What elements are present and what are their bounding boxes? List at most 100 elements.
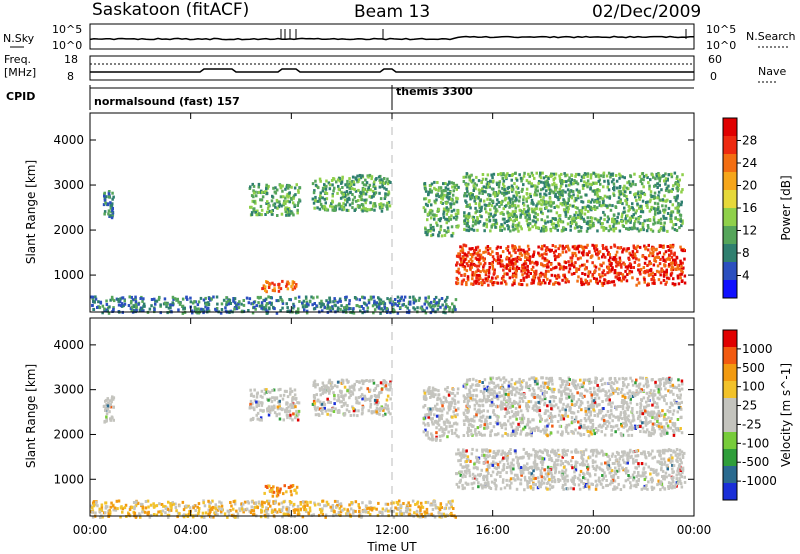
data-cell <box>654 183 657 187</box>
data-cell <box>111 395 114 399</box>
data-cell <box>600 204 603 208</box>
data-cell <box>531 173 535 177</box>
data-cell <box>212 295 215 299</box>
data-cell <box>582 485 586 489</box>
data-cell <box>353 187 356 191</box>
data-cell <box>367 301 371 305</box>
data-cell <box>578 209 581 213</box>
data-cell <box>527 274 530 278</box>
data-cell <box>491 199 495 203</box>
data-cell <box>265 510 268 513</box>
data-cell <box>295 183 298 187</box>
data-cell <box>431 420 434 424</box>
data-cell <box>191 311 194 315</box>
data-cell <box>649 251 652 255</box>
data-cell <box>452 208 456 212</box>
data-cell <box>588 226 592 230</box>
data-cell <box>237 306 241 310</box>
data-cell <box>135 308 138 312</box>
data-cell <box>674 182 677 186</box>
data-cell <box>342 397 345 401</box>
data-cell <box>553 254 556 258</box>
data-cell <box>489 198 492 202</box>
data-cell <box>99 301 103 305</box>
data-cell <box>545 206 548 209</box>
data-cell <box>318 407 322 411</box>
data-cell <box>426 422 430 425</box>
data-cell <box>368 208 372 212</box>
data-cell <box>322 401 325 405</box>
data-cell <box>343 507 346 511</box>
data-cell <box>586 179 590 183</box>
data-cell <box>479 199 482 203</box>
data-cell <box>603 273 607 277</box>
data-cell <box>560 229 564 233</box>
data-cell <box>282 393 286 397</box>
data-cell <box>564 174 567 178</box>
data-cell <box>653 184 656 188</box>
data-cell <box>264 484 268 488</box>
data-cell <box>657 172 660 175</box>
data-cell <box>672 464 676 468</box>
data-cell <box>489 487 493 490</box>
data-cell <box>220 302 224 306</box>
data-cell <box>512 194 515 198</box>
data-cell <box>480 215 483 219</box>
data-cell <box>368 513 372 516</box>
data-cell <box>473 251 476 255</box>
data-cell <box>661 269 664 272</box>
data-cell <box>637 220 640 224</box>
data-cell <box>142 302 146 306</box>
data-cell <box>344 393 347 397</box>
data-cell <box>318 388 322 392</box>
data-cell <box>602 171 606 175</box>
data-cell <box>197 509 201 513</box>
data-cell <box>249 205 252 209</box>
data-cell <box>500 281 503 285</box>
data-cell <box>203 504 207 508</box>
data-cell <box>282 500 286 504</box>
data-cell <box>594 208 597 211</box>
data-cell <box>264 297 268 301</box>
data-cell <box>323 197 327 201</box>
data-cell <box>472 189 475 192</box>
data-cell <box>242 510 245 514</box>
data-cell <box>552 282 555 286</box>
data-cell <box>324 515 327 519</box>
data-cell <box>476 228 479 232</box>
data-cell <box>104 511 107 515</box>
data-cell <box>343 198 347 202</box>
data-cell <box>514 257 518 261</box>
data-cell <box>117 303 121 307</box>
data-cell <box>634 192 637 196</box>
data-cell <box>635 209 638 213</box>
data-cell <box>135 500 138 504</box>
data-cell <box>543 244 546 248</box>
data-cell <box>579 229 583 233</box>
data-cell <box>513 203 517 207</box>
data-cell <box>424 311 428 315</box>
data-cell <box>423 184 427 188</box>
data-cell <box>207 301 210 305</box>
data-cell <box>454 408 458 412</box>
data-cell <box>273 501 277 505</box>
data-cell <box>282 512 286 516</box>
data-cell <box>441 202 444 205</box>
data-cell <box>515 185 518 189</box>
data-cell <box>475 252 478 256</box>
data-cell <box>439 200 443 204</box>
data-cell <box>553 181 556 185</box>
data-cell <box>225 303 228 306</box>
data-cell <box>420 307 424 311</box>
data-cell <box>392 509 395 513</box>
data-cell <box>201 511 205 515</box>
data-cell <box>348 180 352 184</box>
data-cell <box>514 210 517 213</box>
data-cell <box>530 260 534 264</box>
data-cell <box>271 209 274 212</box>
data-cell <box>333 397 336 401</box>
data-cell <box>586 253 589 257</box>
data-cell <box>488 202 491 206</box>
data-cell <box>473 182 477 186</box>
data-cell <box>628 271 631 275</box>
